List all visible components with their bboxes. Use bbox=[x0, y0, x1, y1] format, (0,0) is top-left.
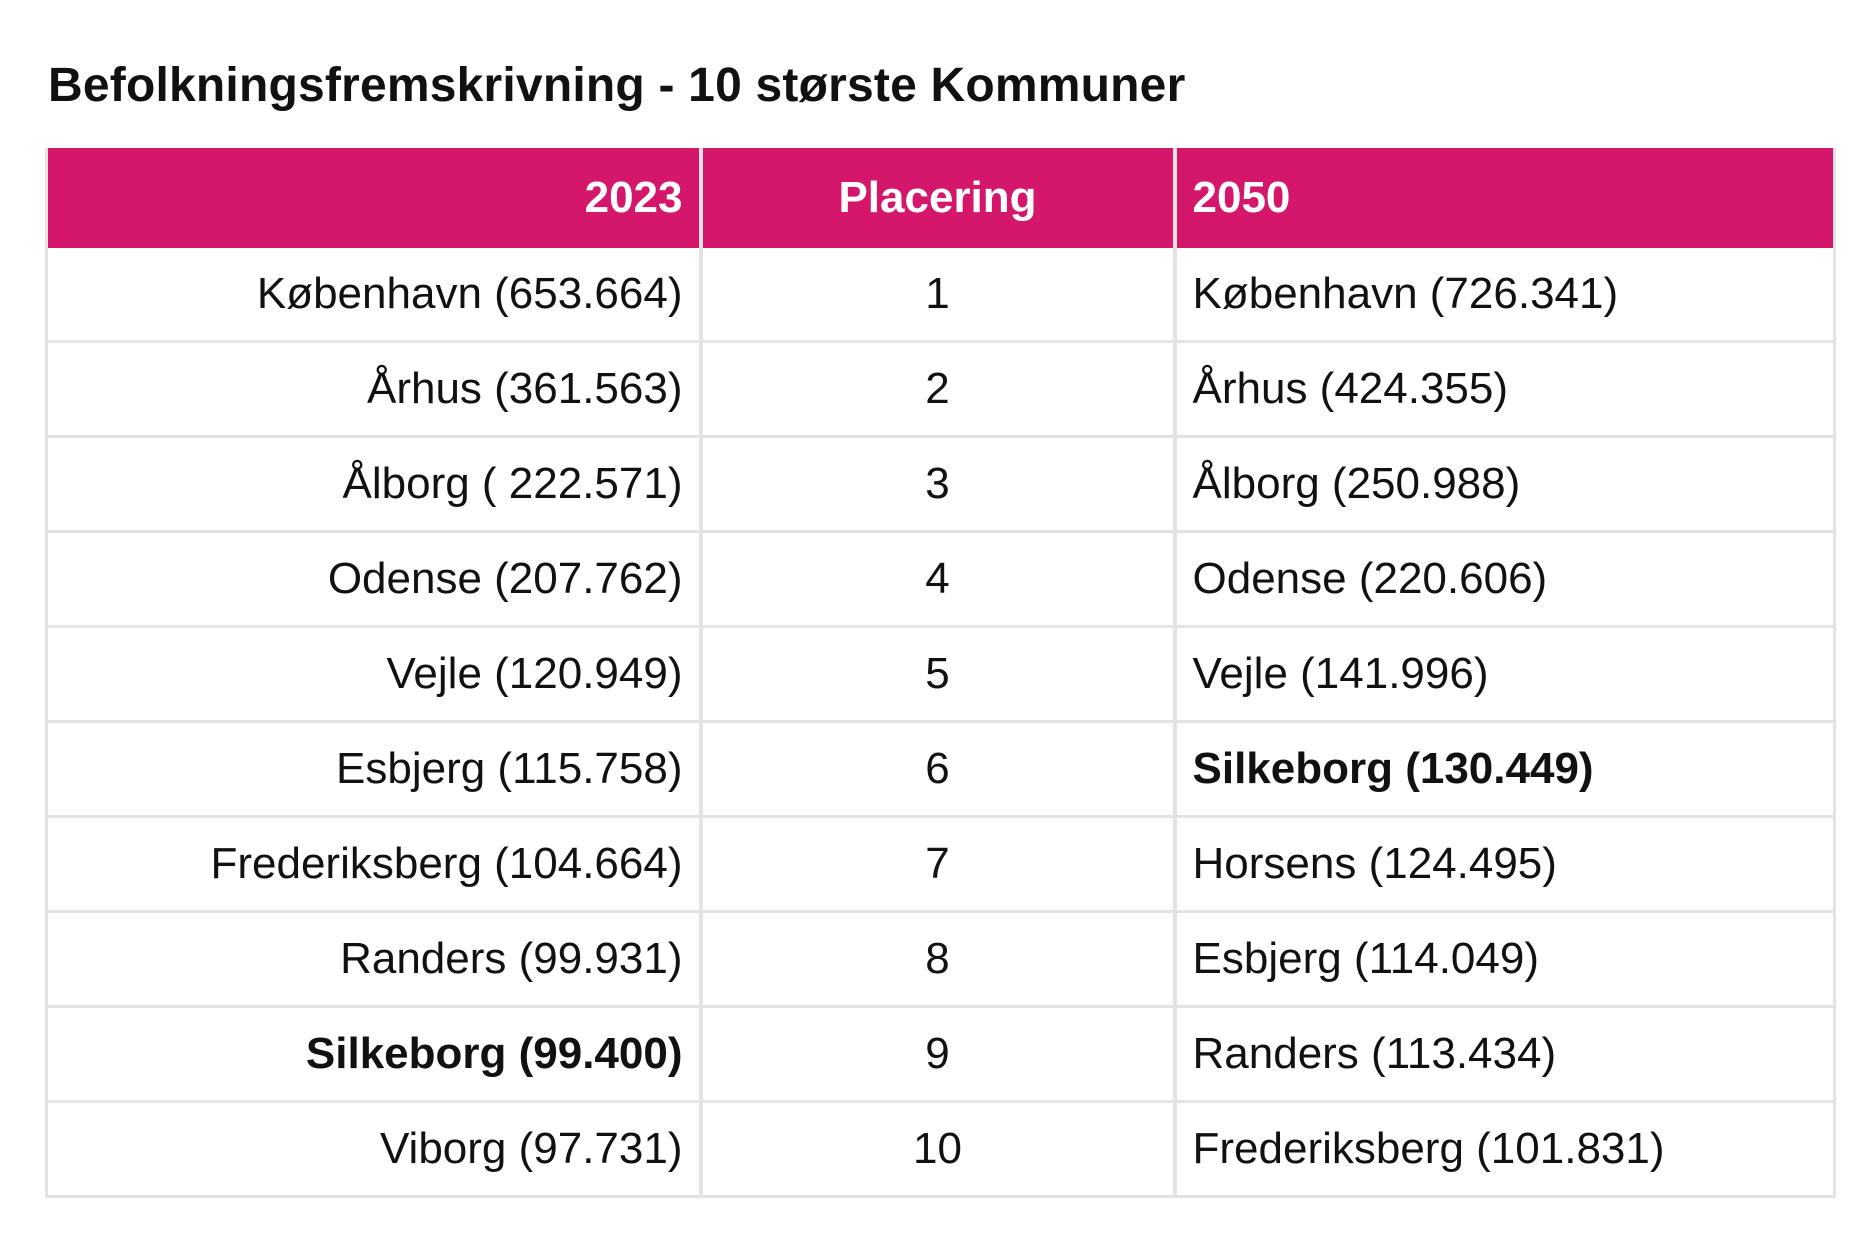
cell-2023: Randers (99.931) bbox=[46, 910, 703, 1007]
cell-rank: 2 bbox=[700, 340, 1177, 437]
cell-2050: Vejle (141.996) bbox=[1174, 625, 1836, 722]
cell-rank: 8 bbox=[700, 910, 1177, 1007]
table-row: Odense (207.762) 4 Odense (220.606) bbox=[46, 530, 1836, 627]
column-header-placering: Placering bbox=[700, 148, 1177, 248]
table-header-row: 2023 Placering 2050 bbox=[46, 148, 1836, 248]
cell-2023: Ålborg ( 222.571) bbox=[46, 435, 703, 532]
table-row: Silkeborg (99.400) 9 Randers (113.434) bbox=[46, 1005, 1836, 1102]
cell-2050: Esbjerg (114.049) bbox=[1174, 910, 1836, 1007]
table-row: Viborg (97.731) 10 Frederiksberg (101.83… bbox=[46, 1100, 1836, 1197]
column-header-2050: 2050 bbox=[1174, 148, 1836, 248]
cell-2050: Silkeborg (130.449) bbox=[1174, 720, 1836, 817]
page-title: Befolkningsfremskrivning - 10 største Ko… bbox=[48, 59, 1186, 112]
cell-rank: 4 bbox=[700, 530, 1177, 627]
cell-2050: Frederiksberg (101.831) bbox=[1174, 1100, 1836, 1197]
column-header-2023: 2023 bbox=[46, 148, 703, 248]
table-row: Randers (99.931) 8 Esbjerg (114.049) bbox=[46, 910, 1836, 1007]
cell-2050: Ålborg (250.988) bbox=[1174, 435, 1836, 532]
cell-rank: 9 bbox=[700, 1005, 1177, 1102]
cell-rank: 6 bbox=[700, 720, 1177, 817]
cell-2050: Århus (424.355) bbox=[1174, 340, 1836, 437]
cell-rank: 10 bbox=[700, 1100, 1177, 1197]
table-row: København (653.664) 1 København (726.341… bbox=[46, 248, 1836, 342]
cell-2023: Odense (207.762) bbox=[46, 530, 703, 627]
population-ranking-table: 2023 Placering 2050 København (653.664) … bbox=[45, 148, 1836, 1198]
table-row: Frederiksberg (104.664) 7 Horsens (124.4… bbox=[46, 815, 1836, 912]
cell-rank: 3 bbox=[700, 435, 1177, 532]
table-row: Vejle (120.949) 5 Vejle (141.996) bbox=[46, 625, 1836, 722]
cell-2023: København (653.664) bbox=[46, 248, 703, 342]
cell-rank: 5 bbox=[700, 625, 1177, 722]
table-row: Århus (361.563) 2 Århus (424.355) bbox=[46, 340, 1836, 437]
cell-2050: Odense (220.606) bbox=[1174, 530, 1836, 627]
cell-2050: Horsens (124.495) bbox=[1174, 815, 1836, 912]
cell-2023: Viborg (97.731) bbox=[46, 1100, 703, 1197]
cell-2023: Esbjerg (115.758) bbox=[46, 720, 703, 817]
cell-2023: Århus (361.563) bbox=[46, 340, 703, 437]
cell-2023: Silkeborg (99.400) bbox=[46, 1005, 703, 1102]
cell-2023: Frederiksberg (104.664) bbox=[46, 815, 703, 912]
cell-rank: 1 bbox=[700, 248, 1177, 342]
table-row: Ålborg ( 222.571) 3 Ålborg (250.988) bbox=[46, 435, 1836, 532]
cell-2050: København (726.341) bbox=[1174, 248, 1836, 342]
cell-2023: Vejle (120.949) bbox=[46, 625, 703, 722]
cell-2050: Randers (113.434) bbox=[1174, 1005, 1836, 1102]
cell-rank: 7 bbox=[700, 815, 1177, 912]
table-row: Esbjerg (115.758) 6 Silkeborg (130.449) bbox=[46, 720, 1836, 817]
